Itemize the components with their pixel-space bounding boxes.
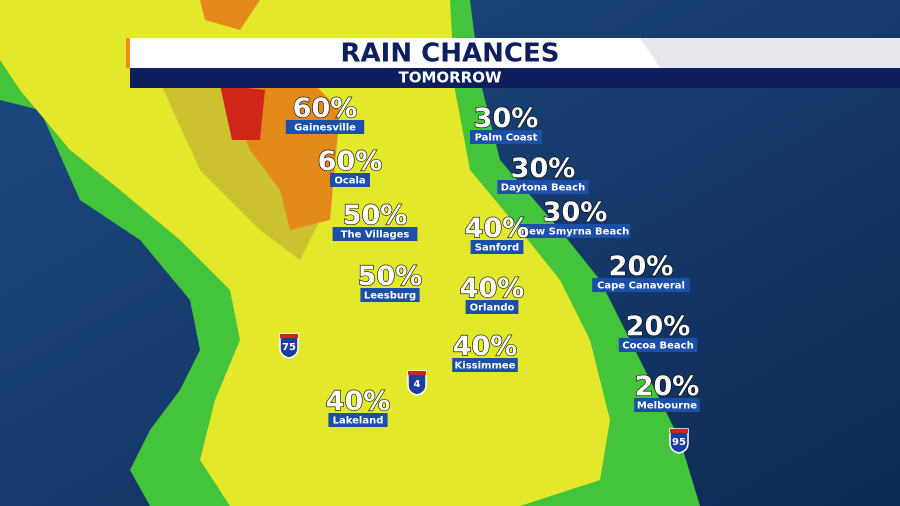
city-name: Kissimmee xyxy=(455,361,516,372)
area-red xyxy=(220,85,265,140)
city-label-bg xyxy=(332,227,418,241)
city-name: Orlando xyxy=(470,303,515,314)
city-label-bg xyxy=(497,180,589,194)
city-name: Sanford xyxy=(475,243,519,254)
rain-chance: 30% xyxy=(511,153,576,184)
rain-chance: 20% xyxy=(609,251,674,282)
rain-chance: 40% xyxy=(460,273,525,304)
rain-chance: 60% xyxy=(318,146,383,177)
highway-number: 75 xyxy=(282,342,296,353)
rain-chance: 30% xyxy=(543,197,608,228)
highway-shield-top xyxy=(408,371,426,375)
subheader-bar xyxy=(130,68,900,88)
highway-shield-top xyxy=(280,334,298,338)
rain-chance: 40% xyxy=(326,386,391,417)
rain-chance: 60% xyxy=(293,93,358,124)
city-name: Palm Coast xyxy=(475,133,538,144)
rain-chance: 20% xyxy=(626,311,691,342)
city-label-bg xyxy=(465,300,519,314)
city-name: Lakeland xyxy=(333,416,384,427)
city-name: Cocoa Beach xyxy=(622,341,693,352)
land-yellow xyxy=(0,0,610,506)
rain-chance: 50% xyxy=(358,261,423,292)
city-label-bg xyxy=(592,278,690,292)
rain-chance: 40% xyxy=(453,331,518,362)
city-label-bg xyxy=(470,240,524,254)
city-name: Melbourne xyxy=(637,401,697,412)
city-name: The Villages xyxy=(341,230,410,241)
highway-number: 4 xyxy=(414,379,421,390)
city-name: Ocala xyxy=(334,176,365,187)
city-label-bg xyxy=(618,338,698,352)
title: RAIN CHANCES xyxy=(341,39,560,69)
rain-chance: 20% xyxy=(635,371,700,402)
city-label-bg xyxy=(452,358,518,372)
highway-shield xyxy=(669,428,689,454)
city-label-bg xyxy=(285,120,365,134)
rain-chance: 40% xyxy=(465,213,530,244)
area-orange-north xyxy=(200,0,260,30)
highway-shield xyxy=(407,370,427,396)
highway-shield-top xyxy=(670,429,688,433)
city-name: Leesburg xyxy=(364,291,416,302)
city-name: Cape Canaveral xyxy=(597,281,685,292)
highway-number: 95 xyxy=(672,437,686,448)
subtitle: TOMORROW xyxy=(398,69,502,87)
header-accent xyxy=(126,38,130,68)
rain-chance: 30% xyxy=(474,103,539,134)
city-name: Gainesville xyxy=(294,123,356,134)
city-name: Daytona Beach xyxy=(501,183,585,194)
rain-chance: 50% xyxy=(343,200,408,231)
city-label-bg xyxy=(634,398,700,412)
header-shade xyxy=(640,38,900,68)
city-label-bg xyxy=(328,413,388,427)
city-label-bg xyxy=(519,224,631,238)
city-label-bg xyxy=(470,130,542,144)
city-name: New Smyrna Beach xyxy=(521,227,630,238)
highway-shield xyxy=(279,333,299,359)
city-label-bg xyxy=(330,173,370,187)
city-label-bg xyxy=(360,288,420,302)
